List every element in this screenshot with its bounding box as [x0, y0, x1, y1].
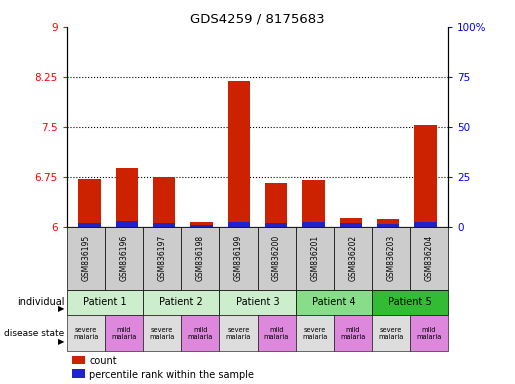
Text: Patient 5: Patient 5	[388, 297, 432, 308]
Bar	[302, 222, 325, 227]
Text: GSM836200: GSM836200	[272, 235, 281, 281]
Text: count: count	[89, 356, 117, 366]
Text: GSM836204: GSM836204	[424, 235, 434, 281]
Text: Patient 2: Patient 2	[160, 297, 203, 308]
Bar	[190, 222, 213, 227]
Bar	[415, 222, 437, 227]
Text: GSM836201: GSM836201	[310, 235, 319, 281]
Bar	[190, 225, 213, 227]
Text: mild
malaria: mild malaria	[340, 327, 366, 339]
Text: mild
malaria: mild malaria	[264, 327, 289, 339]
Text: mild
malaria: mild malaria	[111, 327, 137, 339]
Text: individual: individual	[17, 297, 64, 308]
Bar	[228, 222, 250, 227]
Text: GSM836202: GSM836202	[348, 235, 357, 281]
Text: percentile rank within the sample: percentile rank within the sample	[89, 370, 254, 380]
Bar	[228, 81, 250, 227]
Text: GSM836197: GSM836197	[158, 235, 167, 281]
Text: severe
malaria: severe malaria	[302, 327, 328, 339]
Bar	[340, 223, 362, 227]
Text: severe
malaria: severe malaria	[73, 327, 99, 339]
Text: severe
malaria: severe malaria	[226, 327, 251, 339]
Bar	[115, 221, 138, 227]
Text: severe
malaria: severe malaria	[378, 327, 404, 339]
Text: disease state: disease state	[4, 329, 64, 338]
Bar	[153, 223, 175, 227]
Bar	[340, 218, 362, 227]
Text: mild
malaria: mild malaria	[416, 327, 442, 339]
Text: Patient 3: Patient 3	[236, 297, 279, 308]
Bar	[78, 179, 100, 227]
Bar	[153, 177, 175, 227]
Text: GSM836198: GSM836198	[196, 235, 205, 281]
Bar	[377, 218, 400, 227]
Text: severe
malaria: severe malaria	[149, 327, 175, 339]
Text: GSM836195: GSM836195	[81, 235, 91, 281]
Bar	[265, 183, 287, 227]
Text: Patient 1: Patient 1	[83, 297, 127, 308]
Text: GSM836203: GSM836203	[386, 235, 396, 281]
Bar	[115, 168, 138, 227]
Bar	[377, 224, 400, 227]
Bar	[302, 180, 325, 227]
Bar	[415, 126, 437, 227]
Text: ▶: ▶	[58, 304, 64, 313]
Text: GSM836199: GSM836199	[234, 235, 243, 281]
Text: GSM836196: GSM836196	[119, 235, 129, 281]
Bar	[78, 223, 100, 227]
Text: mild
malaria: mild malaria	[187, 327, 213, 339]
Bar	[265, 223, 287, 227]
Title: GDS4259 / 8175683: GDS4259 / 8175683	[190, 13, 325, 26]
Text: Patient 4: Patient 4	[312, 297, 355, 308]
Text: ▶: ▶	[58, 337, 64, 346]
